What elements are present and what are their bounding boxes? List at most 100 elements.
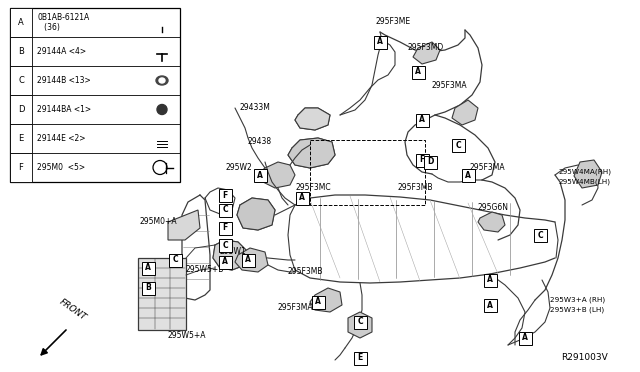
Text: 29433M: 29433M <box>240 103 271 112</box>
Bar <box>296 192 308 205</box>
Text: 295W4MA(RH): 295W4MA(RH) <box>558 169 611 175</box>
Bar <box>253 169 266 182</box>
Text: A: A <box>377 38 383 46</box>
Bar <box>310 140 425 205</box>
Bar <box>10 8 32 37</box>
Text: E: E <box>19 134 24 143</box>
Text: E: E <box>357 353 363 362</box>
Text: A: A <box>299 193 305 202</box>
Polygon shape <box>478 212 505 232</box>
Bar <box>483 298 497 311</box>
Text: F: F <box>419 155 424 164</box>
Text: 295F3MA: 295F3MA <box>278 304 314 312</box>
Text: A: A <box>419 115 425 125</box>
Text: A: A <box>257 170 263 180</box>
Text: D: D <box>427 157 433 167</box>
Text: FRONT: FRONT <box>58 297 88 322</box>
Text: 295F3MC: 295F3MC <box>295 183 331 192</box>
Text: 29144B <13>: 29144B <13> <box>37 76 91 85</box>
Bar <box>141 262 154 275</box>
Text: 295W2: 295W2 <box>225 164 252 173</box>
Text: 295W4MB(LH): 295W4MB(LH) <box>558 179 610 185</box>
Text: A: A <box>415 67 421 77</box>
Text: 295F3MD: 295F3MD <box>408 44 444 52</box>
Text: A: A <box>487 301 493 310</box>
Bar <box>353 352 367 365</box>
Bar <box>168 253 182 266</box>
Text: B: B <box>18 47 24 56</box>
Polygon shape <box>413 42 440 64</box>
Text: 295M0+A: 295M0+A <box>140 218 178 227</box>
Text: 295F3MA: 295F3MA <box>432 80 468 90</box>
Polygon shape <box>574 160 602 188</box>
Bar <box>374 35 387 48</box>
Bar <box>312 295 324 308</box>
Text: 295W5+A: 295W5+A <box>168 330 207 340</box>
Text: 0B1AB-6121A
   (36): 0B1AB-6121A (36) <box>37 13 89 32</box>
Text: 29438: 29438 <box>248 138 272 147</box>
Text: 295F3MA: 295F3MA <box>470 164 506 173</box>
Text: 295F3MB: 295F3MB <box>398 183 433 192</box>
Bar <box>424 155 436 169</box>
Bar <box>415 154 429 167</box>
Bar <box>353 315 367 328</box>
Polygon shape <box>213 240 248 270</box>
Text: 295W5+B: 295W5+B <box>185 266 223 275</box>
Text: 295W3+B (LH): 295W3+B (LH) <box>550 307 604 313</box>
Polygon shape <box>295 108 330 130</box>
Text: A: A <box>222 257 228 266</box>
Polygon shape <box>237 198 275 230</box>
Bar <box>218 256 232 269</box>
Bar <box>461 169 474 182</box>
Text: A: A <box>522 334 528 343</box>
Text: A: A <box>487 276 493 285</box>
Bar <box>412 65 424 78</box>
Text: C: C <box>222 241 228 250</box>
Text: A: A <box>145 263 151 273</box>
Polygon shape <box>260 162 295 188</box>
Text: A: A <box>245 256 251 264</box>
Bar <box>10 66 32 95</box>
Text: C: C <box>222 205 228 215</box>
Bar <box>10 153 32 182</box>
Ellipse shape <box>156 76 168 85</box>
Polygon shape <box>452 100 478 125</box>
Text: C: C <box>18 76 24 85</box>
Text: F: F <box>222 190 228 199</box>
Ellipse shape <box>159 78 165 83</box>
Text: C: C <box>537 231 543 240</box>
Bar <box>138 258 186 330</box>
Polygon shape <box>235 248 268 272</box>
Bar <box>534 228 547 241</box>
Bar <box>141 282 154 295</box>
Text: B: B <box>145 283 151 292</box>
Text: C: C <box>455 141 461 150</box>
Bar <box>218 203 232 217</box>
Text: 29144E <2>: 29144E <2> <box>37 134 86 143</box>
Text: C: C <box>172 256 178 264</box>
Bar <box>241 253 255 266</box>
Text: 295M0  <5>: 295M0 <5> <box>37 163 85 172</box>
Bar <box>10 95 32 124</box>
Bar <box>415 113 429 126</box>
Bar <box>218 221 232 234</box>
Text: 295W3+A (RH): 295W3+A (RH) <box>550 297 605 303</box>
Text: 29144A <4>: 29144A <4> <box>37 47 86 56</box>
Text: C: C <box>357 317 363 327</box>
Polygon shape <box>288 138 335 168</box>
Text: F: F <box>19 163 24 172</box>
Text: D: D <box>18 105 24 114</box>
Circle shape <box>157 105 167 115</box>
Text: R291003V: R291003V <box>561 353 608 362</box>
Text: 295F3ME: 295F3ME <box>375 17 410 26</box>
Text: 295G6N: 295G6N <box>478 203 509 212</box>
Text: 295W1: 295W1 <box>220 247 247 257</box>
Bar <box>218 238 232 251</box>
Bar <box>10 37 32 66</box>
Polygon shape <box>168 210 200 240</box>
Text: A: A <box>315 298 321 307</box>
Text: 29144BA <1>: 29144BA <1> <box>37 105 91 114</box>
Bar <box>10 8 180 182</box>
Text: A: A <box>465 170 471 180</box>
Text: F: F <box>222 224 228 232</box>
